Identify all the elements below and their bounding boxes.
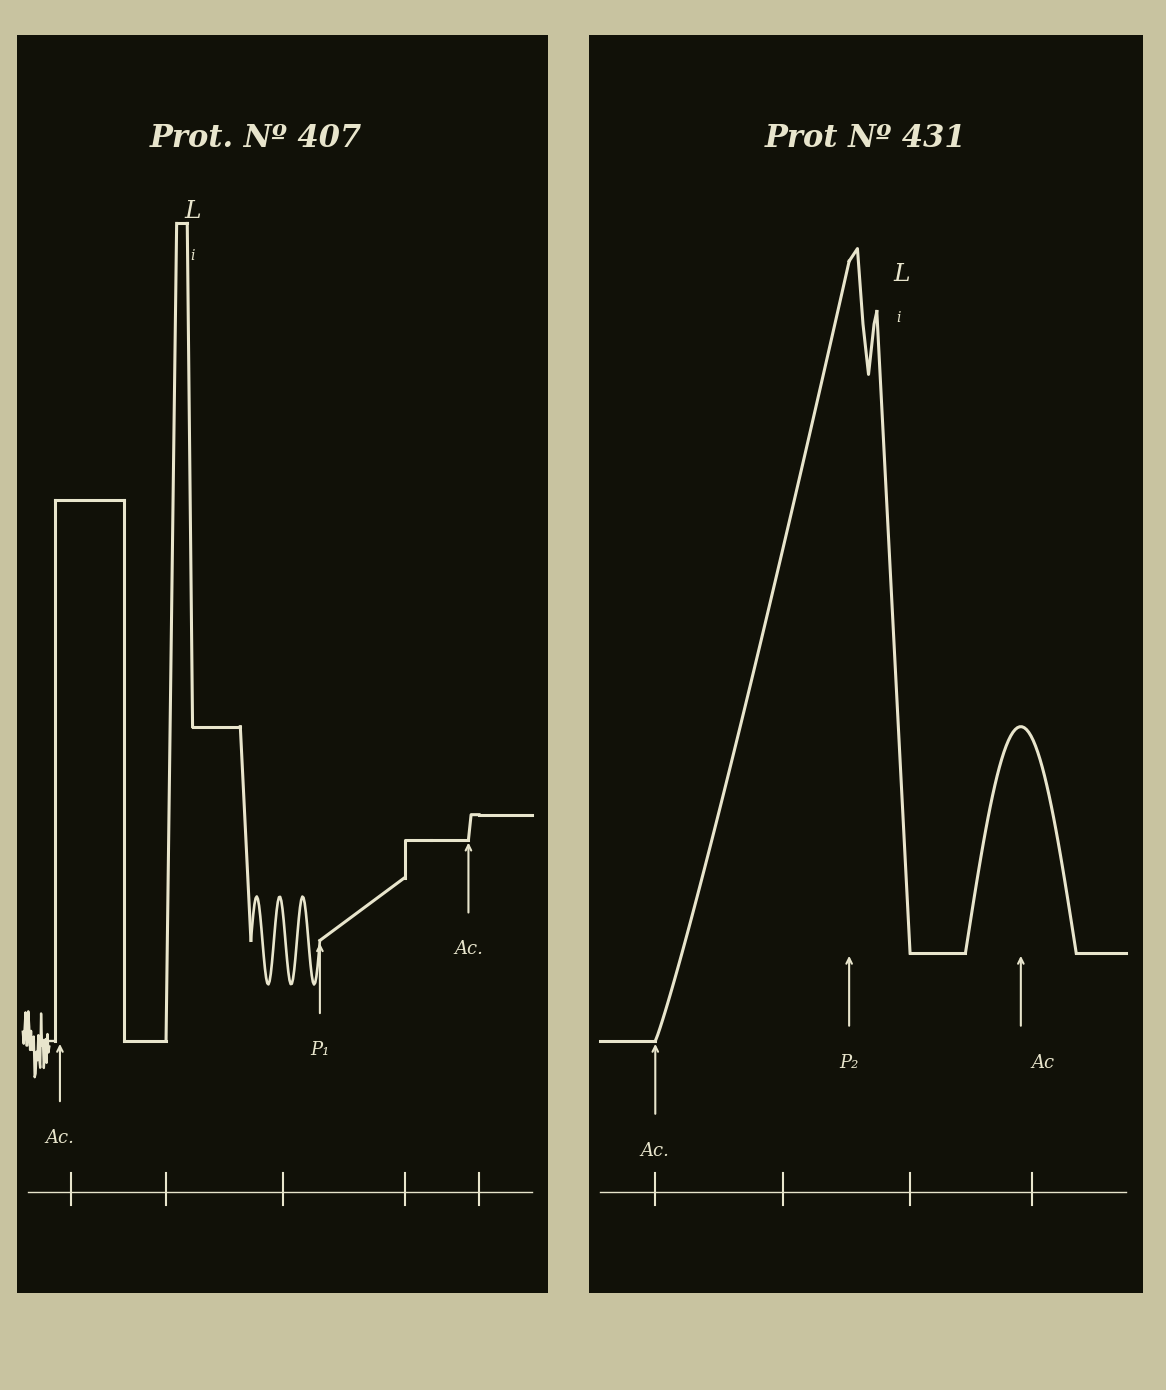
Text: Ac.: Ac. <box>641 1141 669 1159</box>
Text: L: L <box>893 263 911 286</box>
Text: Ac.: Ac. <box>45 1129 75 1147</box>
Text: Ac.: Ac. <box>454 941 483 959</box>
Text: P₁: P₁ <box>310 1041 330 1059</box>
Text: i: i <box>897 311 901 325</box>
Text: i: i <box>190 249 195 263</box>
Text: Prot Nº 431: Prot Nº 431 <box>765 122 967 154</box>
Text: L: L <box>184 200 201 224</box>
Text: Prot. Nº 407: Prot. Nº 407 <box>150 122 363 154</box>
Text: Ac: Ac <box>1032 1054 1054 1072</box>
Text: P₂: P₂ <box>840 1054 859 1072</box>
